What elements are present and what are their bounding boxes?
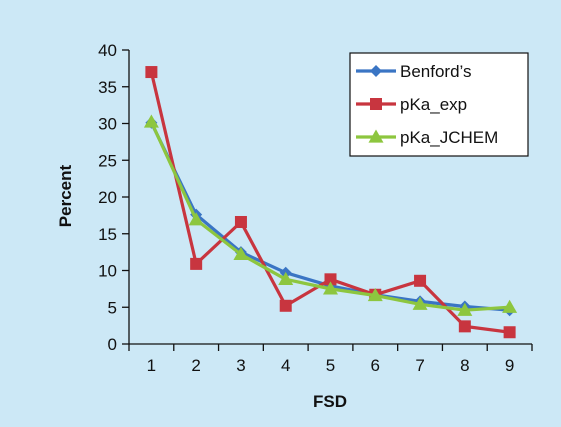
legend-swatch-marker (370, 98, 382, 110)
y-tick-label: 25 (98, 151, 117, 170)
legend-swatch-marker (370, 65, 382, 77)
x-tick-label: 9 (505, 356, 514, 375)
data-point (458, 320, 471, 333)
x-tick-label: 5 (326, 356, 335, 375)
legend: Benford’s pKa_exp pKa_JCHEM (349, 52, 529, 157)
data-point (190, 257, 203, 270)
data-point (145, 66, 158, 79)
y-tick-label: 20 (98, 188, 117, 207)
data-point (143, 114, 159, 128)
series-pka-jchem (143, 114, 518, 316)
y-tick-label: 15 (98, 225, 117, 244)
plot-area (143, 66, 518, 339)
data-point (323, 281, 338, 295)
data-point (502, 299, 518, 313)
x-tick-label: 8 (460, 356, 469, 375)
legend-label: pKa_JCHEM (400, 128, 498, 147)
y-tick-label: 30 (98, 115, 117, 134)
data-point (367, 287, 383, 302)
legend-label: pKa_exp (400, 95, 467, 114)
data-point (412, 296, 428, 310)
data-point (233, 246, 249, 260)
x-tick-label: 1 (147, 356, 156, 375)
data-point (503, 326, 516, 339)
data-point (278, 271, 294, 285)
x-tick-label: 3 (236, 356, 245, 375)
x-tick-label: 2 (191, 356, 200, 375)
data-point (234, 215, 247, 228)
x-tick-label: 6 (371, 356, 380, 375)
x-tick-label: 7 (415, 356, 424, 375)
x-tick-label: 4 (281, 356, 290, 375)
axes: 0 5 10 15 20 25 30 35 40 1 2 3 4 5 6 7 8 9 (98, 41, 533, 375)
legend-label: Benford’s (400, 62, 472, 81)
y-tick-label: 10 (98, 262, 117, 281)
y-tick-label: 40 (98, 41, 117, 60)
x-axis-title: FSD (313, 392, 347, 411)
series-pka-exp (145, 66, 516, 339)
data-point (188, 212, 204, 226)
data-point (279, 299, 292, 312)
y-tick-label: 5 (108, 298, 117, 317)
y-tick-label: 35 (98, 78, 117, 97)
data-point (414, 274, 427, 287)
y-axis-title: Percent (56, 164, 75, 227)
data-point (324, 273, 337, 286)
y-tick-label: 0 (108, 335, 117, 354)
data-point (457, 302, 473, 316)
legend-swatch-marker (368, 129, 384, 143)
